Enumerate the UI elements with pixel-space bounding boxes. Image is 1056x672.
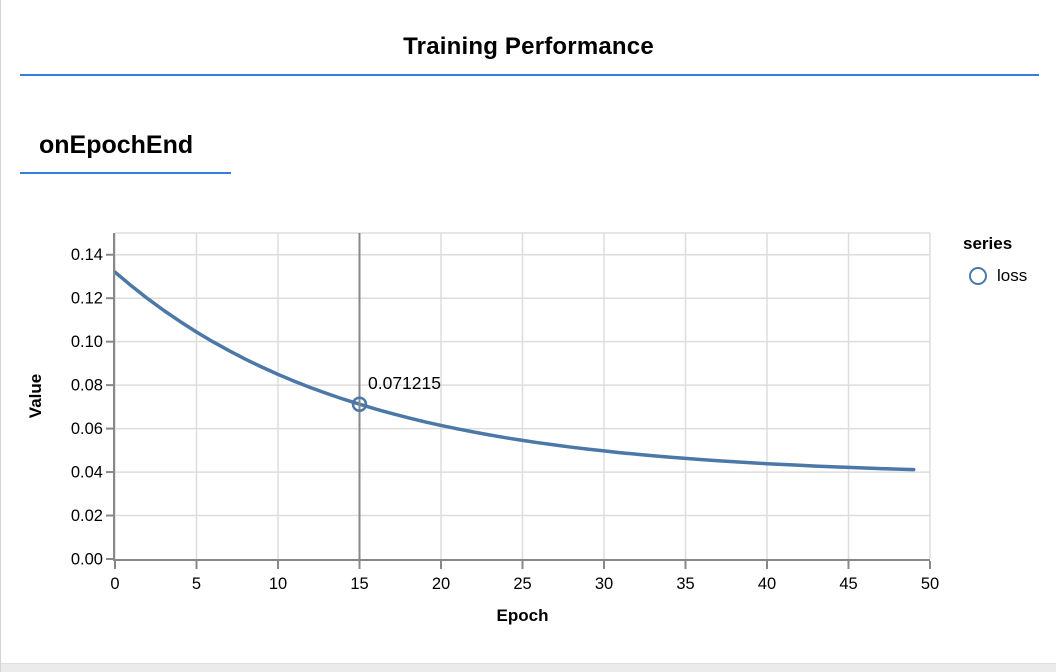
x-tick-label: 40 [758, 575, 776, 593]
x-tick-label: 0 [110, 575, 119, 593]
x-tick-label: 5 [192, 575, 201, 593]
hover-tooltip-value: 0.071215 [368, 373, 441, 393]
highlighted-point [351, 396, 368, 412]
panel-title: Training Performance [403, 33, 654, 60]
section-divider [20, 172, 231, 174]
x-tick-label: 35 [676, 575, 694, 593]
legend-item-loss[interactable]: loss [997, 266, 1028, 285]
y-axis-title: Value [26, 373, 45, 419]
x-axis-title: Epoch [496, 606, 549, 625]
y-tick-label: 0.12 [71, 290, 103, 308]
loss-line-chart[interactable]: 0.00 0.02 0.04 0.06 0.08 0.10 0.12 0.14 0 5 10 15 20… [1, 225, 1056, 600]
x-tick-label: 10 [269, 575, 287, 593]
y-tick-label: 0.08 [71, 377, 103, 395]
x-tick-label: 45 [839, 575, 857, 593]
x-tick-label: 25 [513, 575, 531, 593]
title-divider [20, 74, 1039, 76]
x-tick-label: 30 [595, 575, 613, 593]
legend-open-circle-icon[interactable] [969, 267, 987, 285]
loss-curve [113, 270, 916, 472]
legend-title: series [963, 234, 1013, 253]
y-tick-label: 0.00 [71, 551, 103, 569]
next-panel-edge [1, 663, 1056, 672]
x-tick-label: 20 [432, 575, 450, 593]
x-tick-label: 15 [350, 575, 368, 593]
y-tick-label: 0.14 [71, 246, 103, 264]
y-tick-label: 0.06 [71, 420, 103, 438]
x-tick-label: 50 [921, 575, 939, 593]
y-tick-label: 0.02 [71, 507, 103, 525]
y-tick-label: 0.04 [71, 464, 103, 482]
y-tick-label: 0.10 [71, 333, 103, 351]
section-heading: onEpochEnd [39, 131, 194, 159]
